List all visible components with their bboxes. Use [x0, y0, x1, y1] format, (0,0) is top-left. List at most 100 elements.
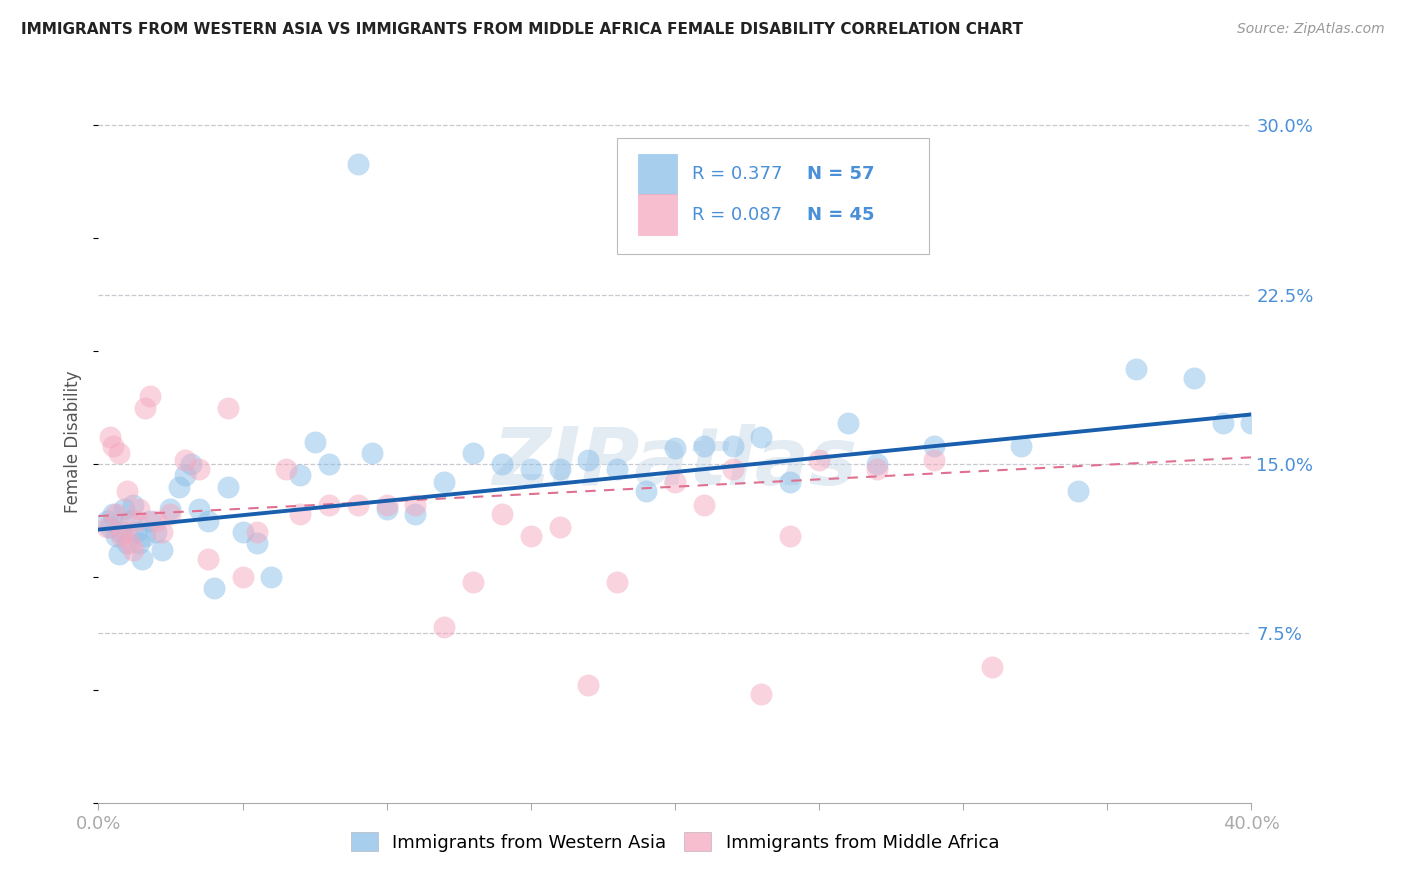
Point: [520, 461, 543, 475]
Text: ZIPatlas: ZIPatlas: [492, 425, 858, 502]
Point: [751, 430, 773, 444]
Point: [779, 475, 801, 490]
Point: [1212, 417, 1234, 431]
Point: [101, 439, 124, 453]
Point: [290, 468, 312, 483]
Point: [180, 457, 202, 471]
Point: [318, 498, 340, 512]
Point: [866, 461, 889, 475]
Point: [112, 524, 135, 539]
Point: [636, 484, 658, 499]
Point: [98, 520, 121, 534]
Point: [520, 529, 543, 543]
Point: [606, 461, 628, 475]
Point: [117, 536, 139, 550]
Point: [122, 498, 145, 512]
Point: [1010, 439, 1032, 453]
Point: [924, 439, 946, 453]
FancyBboxPatch shape: [617, 138, 928, 253]
Point: [104, 507, 127, 521]
Point: [128, 536, 150, 550]
Text: R = 0.377: R = 0.377: [692, 165, 783, 183]
Point: [139, 514, 162, 528]
Point: [125, 524, 148, 539]
Text: N = 57: N = 57: [807, 165, 875, 183]
Text: IMMIGRANTS FROM WESTERN ASIA VS IMMIGRANTS FROM MIDDLE AFRICA FEMALE DISABILITY : IMMIGRANTS FROM WESTERN ASIA VS IMMIGRAN…: [21, 22, 1024, 37]
Point: [491, 457, 513, 471]
Point: [866, 457, 889, 471]
Point: [174, 452, 197, 467]
Point: [217, 401, 239, 415]
Point: [578, 452, 600, 467]
Point: [721, 439, 744, 453]
Point: [101, 507, 124, 521]
Point: [202, 582, 225, 596]
Point: [304, 434, 326, 449]
Point: [751, 687, 773, 701]
Point: [346, 498, 368, 512]
Point: [375, 502, 398, 516]
Point: [808, 452, 831, 467]
Point: [159, 507, 181, 521]
Point: [159, 502, 181, 516]
Point: [96, 514, 118, 528]
Point: [117, 484, 139, 499]
Point: [318, 457, 340, 471]
Point: [260, 570, 283, 584]
Point: [837, 417, 859, 431]
Text: N = 45: N = 45: [807, 206, 875, 224]
Point: [924, 452, 946, 467]
Point: [405, 498, 427, 512]
Point: [112, 502, 135, 516]
Point: [548, 461, 571, 475]
Point: [150, 524, 173, 539]
Point: [139, 389, 162, 403]
Legend: Immigrants from Western Asia, Immigrants from Middle Africa: Immigrants from Western Asia, Immigrants…: [343, 825, 1007, 859]
Point: [664, 475, 686, 490]
Point: [197, 514, 219, 528]
Point: [188, 461, 211, 475]
FancyBboxPatch shape: [638, 154, 678, 194]
Point: [134, 529, 156, 543]
FancyBboxPatch shape: [638, 194, 678, 235]
Point: [122, 542, 145, 557]
Point: [98, 430, 121, 444]
Text: R = 0.087: R = 0.087: [692, 206, 782, 224]
Point: [346, 157, 368, 171]
Point: [274, 461, 297, 475]
Point: [981, 660, 1004, 674]
Point: [721, 461, 744, 475]
Point: [246, 536, 269, 550]
Point: [120, 536, 142, 550]
Point: [197, 552, 219, 566]
Point: [104, 529, 127, 543]
Point: [1125, 362, 1147, 376]
Point: [174, 468, 197, 483]
Point: [167, 480, 190, 494]
Point: [375, 498, 398, 512]
Point: [120, 514, 142, 528]
Point: [290, 507, 312, 521]
Point: [606, 574, 628, 589]
Point: [217, 480, 239, 494]
Y-axis label: Female Disability: Female Disability: [65, 370, 83, 513]
Point: [664, 442, 686, 456]
Point: [231, 524, 254, 539]
Point: [405, 507, 427, 521]
Point: [433, 620, 456, 634]
Point: [433, 475, 456, 490]
Point: [548, 520, 571, 534]
Point: [779, 529, 801, 543]
Point: [150, 542, 173, 557]
Point: [96, 520, 118, 534]
Point: [246, 524, 269, 539]
Point: [693, 498, 716, 512]
Point: [188, 502, 211, 516]
Point: [491, 507, 513, 521]
Point: [361, 446, 384, 460]
Point: [461, 574, 484, 589]
Point: [110, 524, 132, 539]
Text: Source: ZipAtlas.com: Source: ZipAtlas.com: [1237, 22, 1385, 37]
Point: [145, 524, 167, 539]
Point: [125, 514, 148, 528]
